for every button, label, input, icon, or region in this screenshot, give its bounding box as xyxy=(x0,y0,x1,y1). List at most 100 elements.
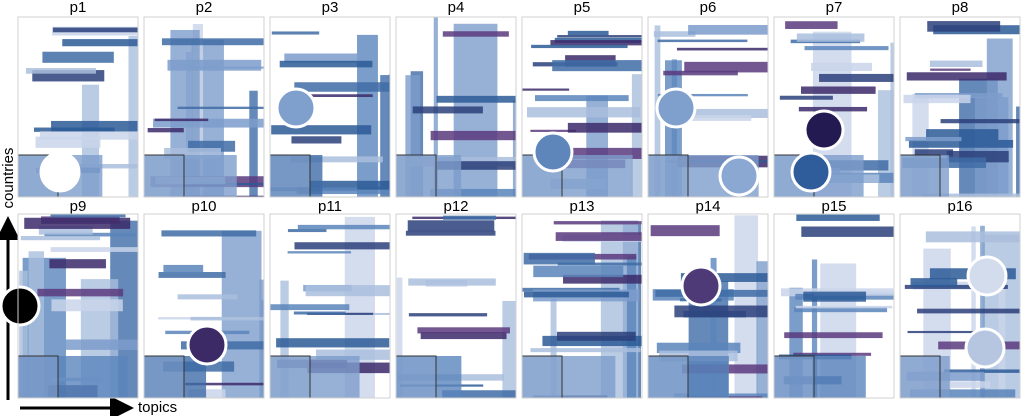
cell-stripe xyxy=(37,288,124,297)
cell-stripe xyxy=(552,60,642,72)
cell-stripe xyxy=(819,73,894,82)
cell-stripe xyxy=(659,350,738,362)
cell-stripe xyxy=(905,136,962,142)
cell-block xyxy=(626,255,637,398)
cell-stripe xyxy=(294,242,390,250)
heatmap xyxy=(774,214,894,398)
highlight-box xyxy=(144,355,185,398)
panel: p7 xyxy=(773,0,895,198)
cell-stripe xyxy=(796,33,865,42)
cell-stripe xyxy=(910,278,958,288)
panel: p6 xyxy=(647,0,769,198)
cell-stripe xyxy=(53,27,138,33)
cell-stripe xyxy=(420,332,507,340)
panel: p1 xyxy=(17,0,139,198)
highlight-box xyxy=(18,355,59,398)
heatmap xyxy=(144,214,264,398)
cell-stripe xyxy=(939,381,991,388)
cell-block xyxy=(756,261,768,398)
panel-border xyxy=(899,16,1021,198)
panel-border xyxy=(521,16,643,198)
cell-stripe xyxy=(153,118,264,128)
cell-block xyxy=(396,277,403,398)
panel: p5 xyxy=(521,0,643,198)
cell-stripe xyxy=(684,61,768,73)
cell-block xyxy=(380,75,390,197)
cell-stripe xyxy=(33,127,115,132)
cell-stripe xyxy=(903,94,971,104)
cell-stripe xyxy=(163,264,204,274)
panel-border xyxy=(143,16,265,198)
cell-stripe xyxy=(164,147,221,159)
cell-stripe xyxy=(657,93,748,97)
cell-block xyxy=(986,38,1013,197)
panel-label: p14 xyxy=(695,198,720,215)
marker-circle xyxy=(966,255,1008,297)
panel-label: p13 xyxy=(569,198,594,215)
cell-stripe xyxy=(557,35,642,38)
cell-stripe xyxy=(653,31,696,37)
panel-label: p5 xyxy=(574,0,591,16)
cell-block xyxy=(710,257,717,398)
cell-stripe xyxy=(530,348,641,353)
cell-stripe xyxy=(42,51,114,63)
panel-border xyxy=(899,213,1021,399)
heatmap xyxy=(522,17,642,197)
cell-stripe xyxy=(927,21,1001,32)
heatmap xyxy=(396,214,516,398)
cell-stripe xyxy=(436,95,516,103)
cell-stripe xyxy=(271,31,320,35)
cell-stripe xyxy=(279,60,373,68)
marker-circle xyxy=(532,131,574,173)
cell-stripe xyxy=(147,128,184,133)
cell-stripe xyxy=(563,147,642,159)
cell-stripe xyxy=(533,265,624,278)
cell-stripe xyxy=(291,136,342,144)
cell-block xyxy=(631,74,642,197)
panel-label: p1 xyxy=(70,0,87,16)
panel-label: p3 xyxy=(322,0,339,16)
highlight-box xyxy=(774,355,815,398)
heatmap xyxy=(648,214,768,398)
cell-stripe xyxy=(908,139,1014,148)
marker-circle xyxy=(275,87,317,129)
highlight-box xyxy=(144,154,185,197)
panel: p4 xyxy=(395,0,517,198)
highlight-box xyxy=(900,355,941,398)
cell-stripe xyxy=(925,231,1020,243)
cell-stripe xyxy=(800,86,876,94)
highlight-box xyxy=(648,355,689,398)
panel: p9 xyxy=(0,198,139,399)
marker-circle xyxy=(39,151,81,193)
panel: p3 xyxy=(269,0,391,198)
cell-stripe xyxy=(50,247,138,252)
highlight-box xyxy=(270,355,311,398)
cell-stripe xyxy=(309,180,390,190)
marker-circle xyxy=(680,265,722,307)
cell-stripe xyxy=(412,106,483,114)
cell-stripe xyxy=(24,217,131,229)
cell-block xyxy=(512,100,516,197)
cell-stripe xyxy=(794,306,888,313)
heatmap xyxy=(18,17,138,197)
panel-border xyxy=(269,213,391,399)
cell-stripe xyxy=(185,382,264,386)
heatmap xyxy=(18,214,138,398)
cell-stripe xyxy=(20,235,101,241)
cell-stripe xyxy=(907,330,994,334)
panel: p11 xyxy=(269,198,391,399)
panel: p2 xyxy=(143,0,265,198)
panel-border xyxy=(395,213,517,399)
cell-stripe xyxy=(25,68,97,74)
cell-stripe xyxy=(801,226,894,237)
cell-stripe xyxy=(946,150,1009,163)
cell-stripe xyxy=(158,272,226,278)
cell-block xyxy=(259,279,264,398)
marker-circle xyxy=(0,285,41,327)
panel-border xyxy=(143,213,265,399)
highlight-box xyxy=(900,154,941,197)
x-axis-label: topics xyxy=(138,399,177,416)
cell-stripe xyxy=(430,130,516,141)
cell-stripe xyxy=(281,94,373,98)
cell-stripe xyxy=(527,107,641,118)
